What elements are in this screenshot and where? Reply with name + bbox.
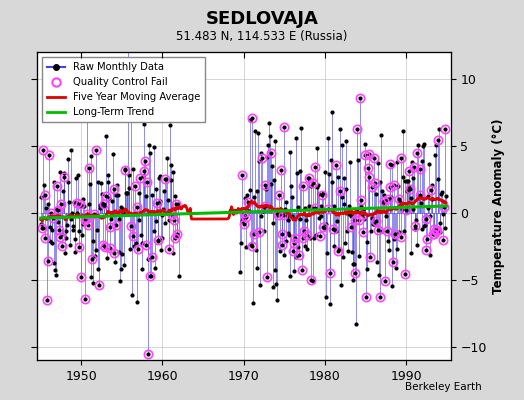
Text: 51.483 N, 114.533 E (Russia): 51.483 N, 114.533 E (Russia) [176, 30, 348, 43]
Text: SEDLOVAJA: SEDLOVAJA [205, 10, 319, 28]
Legend: Raw Monthly Data, Quality Control Fail, Five Year Moving Average, Long-Term Tren: Raw Monthly Data, Quality Control Fail, … [42, 57, 205, 122]
Y-axis label: Temperature Anomaly (°C): Temperature Anomaly (°C) [492, 118, 505, 294]
Text: Berkeley Earth: Berkeley Earth [406, 382, 482, 392]
